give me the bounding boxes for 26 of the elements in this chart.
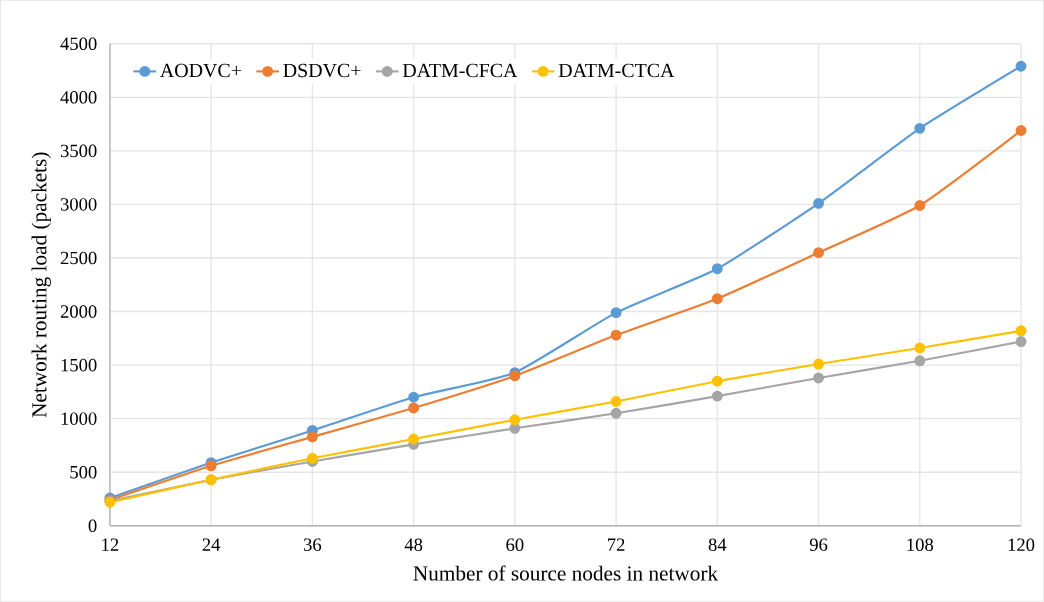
x-tick-label: 24 <box>202 538 221 551</box>
y-tick-label: 2500 <box>60 251 97 265</box>
x-tick-label: 48 <box>404 538 423 552</box>
x-tick-label: 36 <box>303 538 322 552</box>
x-tick-label: 60 <box>506 538 524 552</box>
y-tick-label: 0 <box>88 519 97 533</box>
legend-label: DSDVC+ <box>283 63 361 78</box>
y-axis-title: Network routing load (packets) <box>31 152 51 418</box>
x-tick-label: 84 <box>708 538 727 552</box>
y-tick-label: 1500 <box>61 358 97 372</box>
y-tick-label: 3000 <box>60 198 97 211</box>
x-axis-title: Number of source nodes in network <box>413 565 719 581</box>
x-tick-label: 96 <box>809 538 828 552</box>
y-tick-label: 500 <box>70 466 97 479</box>
y-tick-label: 2000 <box>60 305 97 318</box>
x-tick-label: 120 <box>1008 538 1035 552</box>
legend-label: DATM-CTCA <box>558 63 675 78</box>
y-tick-label: 1000 <box>61 412 97 426</box>
x-tick-label: 108 <box>907 538 934 552</box>
legend-label: AODVC+ <box>160 63 241 78</box>
y-tick-label: 4000 <box>60 91 97 104</box>
x-tick-label: 12 <box>102 538 119 551</box>
x-tick-label: 72 <box>608 538 625 551</box>
y-tick-label: 3500 <box>60 144 97 158</box>
y-tick-label: 4500 <box>60 37 97 51</box>
legend-label: DATM-CFCA <box>402 63 518 78</box>
